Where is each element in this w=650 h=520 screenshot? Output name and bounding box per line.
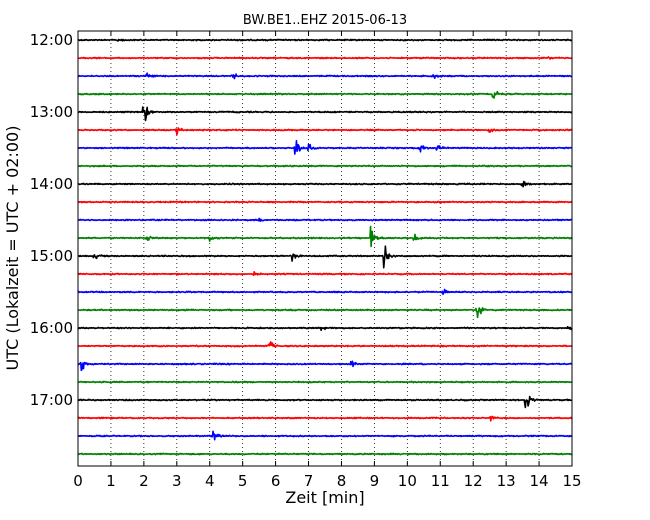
x-tick-label: 1 bbox=[106, 472, 116, 490]
trace-lines bbox=[77, 38, 573, 456]
trace-1445 bbox=[77, 225, 573, 248]
trace-1615 bbox=[77, 341, 573, 348]
x-tick-label: 10 bbox=[398, 472, 417, 490]
plot-frame bbox=[77, 30, 573, 467]
trace-1200 bbox=[77, 38, 573, 42]
trace-1315 bbox=[77, 127, 573, 136]
trace-1715 bbox=[77, 415, 573, 422]
x-tick-label: 2 bbox=[139, 472, 149, 490]
x-tick-label: 15 bbox=[562, 472, 581, 490]
x-tick-label: 5 bbox=[238, 472, 248, 490]
x-tick-label: 3 bbox=[172, 472, 182, 490]
x-tick-label: 4 bbox=[205, 472, 215, 490]
trace-1430 bbox=[77, 217, 573, 222]
trace-1700 bbox=[77, 395, 573, 409]
x-tick-label: 13 bbox=[497, 472, 516, 490]
trace-1600 bbox=[77, 325, 573, 332]
x-tick-label: 7 bbox=[304, 472, 314, 490]
trace-1245 bbox=[77, 90, 573, 99]
y-tick-label: 15:00 bbox=[30, 247, 73, 265]
trace-1215 bbox=[77, 56, 573, 60]
trace-1645 bbox=[77, 380, 573, 384]
x-tick-label: 6 bbox=[271, 472, 281, 490]
y-tick-label: 17:00 bbox=[30, 391, 73, 409]
trace-1300 bbox=[77, 106, 573, 122]
y-tick-label: 14:00 bbox=[30, 175, 73, 193]
vertical-gridlines bbox=[110, 31, 540, 466]
chart-title: BW.BE1..EHZ 2015-06-13 bbox=[243, 13, 407, 28]
trace-1515 bbox=[77, 271, 573, 277]
trace-1630 bbox=[77, 360, 573, 372]
y-tick-label: 13:00 bbox=[30, 103, 73, 121]
trace-1745 bbox=[77, 452, 573, 456]
x-axis-ticks: 0 1 2 3 4 5 6 7 8 9 10 11 12 13 14 15 bbox=[73, 31, 582, 490]
trace-1400 bbox=[77, 180, 573, 188]
trace-1330 bbox=[77, 139, 573, 155]
trace-1415 bbox=[77, 200, 573, 204]
trace-1230 bbox=[77, 72, 573, 80]
x-tick-label: 8 bbox=[337, 472, 347, 490]
y-axis-label: UTC (Lokalzeit = UTC + 02:00) bbox=[3, 126, 22, 371]
trace-1530 bbox=[77, 288, 573, 296]
x-axis-label: Zeit [min] bbox=[285, 488, 364, 507]
trace-1500 bbox=[77, 245, 573, 269]
y-tick-label: 16:00 bbox=[30, 319, 73, 337]
x-tick-label: 14 bbox=[530, 472, 549, 490]
trace-1345 bbox=[77, 164, 573, 168]
trace-1545 bbox=[77, 307, 573, 319]
x-tick-label: 11 bbox=[431, 472, 450, 490]
x-tick-label: 12 bbox=[464, 472, 483, 490]
y-tick-label: 12:00 bbox=[30, 31, 73, 49]
x-tick-label: 9 bbox=[370, 472, 380, 490]
y-axis-ticks: 12:00 13:00 14:00 15:00 16:00 17:00 bbox=[30, 31, 83, 409]
trace-1730 bbox=[77, 430, 573, 441]
x-tick-label: 0 bbox=[73, 472, 83, 490]
